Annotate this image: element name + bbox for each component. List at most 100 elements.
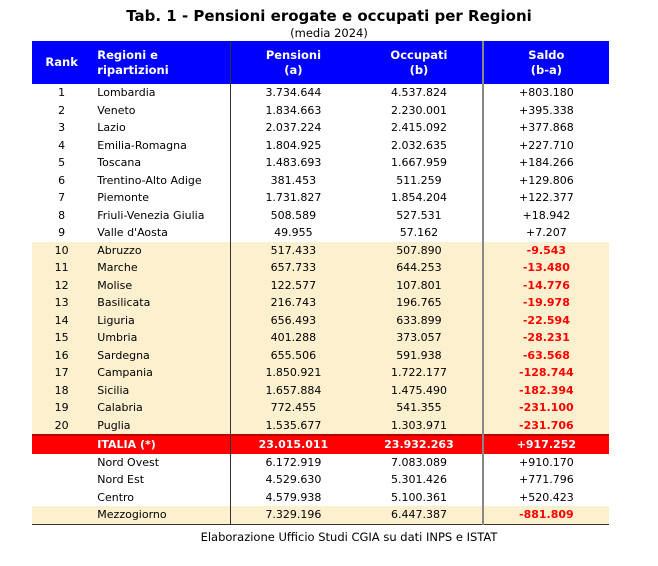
table-row: 10 Abruzzo 517.433 507.890 -9.543 <box>32 241 609 259</box>
pensions-table: Rank Regioni e ripartizioni Pensioni (a) O… <box>32 41 609 525</box>
occupati-cell: 591.938 <box>356 346 483 364</box>
header-occupati-line2: (b) <box>409 62 429 77</box>
region-cell: Trentino-Alto Adige <box>97 173 202 187</box>
pensioni-cell: 23.015.011 <box>229 434 357 454</box>
table-row: 11 Marche 657.733 644.253 -13.480 <box>32 259 609 277</box>
region-cell: Toscana <box>97 156 142 169</box>
header-occupati-line1: Occupati <box>390 47 448 62</box>
pensioni-cell: 401.288 <box>229 329 357 347</box>
table-row: 14 Liguria 656.493 633.899 -22.594 <box>32 311 609 329</box>
region-cell: Liguria <box>91 311 231 329</box>
occupati-cell: 5.100.361 <box>390 490 447 504</box>
table-row: 17 Campania 1.850.921 1.722.177 -128.744 <box>32 364 609 382</box>
region-cell: Lombardia <box>97 86 156 99</box>
area-row: Nord Ovest 6.172.919 7.083.089 +910.170 <box>32 453 609 472</box>
header-saldo-line2: (b-a) <box>530 62 562 77</box>
pensioni-cell: 4.579.938 <box>229 488 357 506</box>
occupati-cell: 5.301.426 <box>390 473 447 486</box>
rank-cell <box>32 506 92 525</box>
rank-cell: 18 <box>32 381 92 399</box>
table-row: 3 Lazio 2.037.224 2.415.092 +377.868 <box>32 119 609 137</box>
occupati-cell: 1.722.177 <box>356 364 483 382</box>
saldo-cell: -182.394 <box>481 381 609 399</box>
pensioni-cell: 7.329.196 <box>229 506 357 525</box>
saldo-cell: +18.942 <box>481 206 609 224</box>
pensioni-cell: 122.577 <box>229 276 357 294</box>
region-cell: Emilia-Romagna <box>97 138 187 152</box>
saldo-cell: -231.100 <box>481 399 609 417</box>
pensioni-cell: 508.589 <box>229 206 357 224</box>
rank-cell <box>32 471 91 489</box>
header-pensioni-line2: (a) <box>284 62 303 77</box>
table-row: 12 Molise 122.577 107.801 -14.776 <box>32 276 609 294</box>
occupati-cell: 541.355 <box>356 399 483 417</box>
table-row: 13 Basilicata 216.743 196.765 -19.978 <box>32 294 609 312</box>
pensioni-cell: 3.734.644 <box>229 84 357 102</box>
saldo-cell: -14.776 <box>481 276 609 294</box>
rank-cell: 10 <box>32 241 92 259</box>
pensioni-cell: 1.731.827 <box>229 189 357 207</box>
occupati-cell: 1.854.204 <box>390 191 447 204</box>
header-saldo: Saldo (b-a) <box>481 41 609 84</box>
saldo-cell: -881.809 <box>481 506 609 525</box>
rank-cell: 15 <box>32 329 92 347</box>
pensioni-cell: 1.535.677 <box>229 416 357 435</box>
header-region-line2: ripartizioni <box>97 62 169 77</box>
source-note: Elaborazione Ufficio Studi CGIA su dati … <box>200 530 498 544</box>
occupati-cell: 507.890 <box>356 241 483 259</box>
pensioni-cell: 656.493 <box>229 311 357 329</box>
area-row: Centro 4.579.938 5.100.361 +520.423 <box>32 488 609 506</box>
region-cell: Valle d'Aosta <box>97 226 168 239</box>
occupati-cell: 1.475.490 <box>356 381 483 399</box>
pensioni-cell: 657.733 <box>229 259 357 277</box>
saldo-cell: -231.706 <box>481 416 609 435</box>
saldo-cell: -128.744 <box>481 364 609 382</box>
table-row: 15 Umbria 401.288 373.057 -28.231 <box>32 329 609 347</box>
pensioni-cell: 381.453 <box>229 171 357 189</box>
header-occupati: Occupati (b) <box>356 41 483 84</box>
rank-cell: 17 <box>32 364 92 382</box>
saldo-cell: +520.423 <box>481 488 609 506</box>
area-row: Mezzogiorno 7.329.196 6.447.387 -881.809 <box>32 506 609 525</box>
region-cell: Puglia <box>91 416 231 435</box>
rank-cell <box>32 454 91 472</box>
header-saldo-line1: Saldo <box>528 47 565 62</box>
region-cell: Abruzzo <box>91 241 231 259</box>
occupati-cell: 2.415.092 <box>390 121 447 134</box>
pensioni-cell: 2.037.224 <box>229 119 357 137</box>
table-title: Tab. 1 - Pensioni erogate e occupati per… <box>126 7 532 25</box>
occupati-cell: 1.303.971 <box>356 416 483 435</box>
region-cell: Campania <box>91 364 231 382</box>
region-cell: Basilicata <box>91 294 231 312</box>
occupati-cell: 2.032.635 <box>390 138 447 152</box>
table-row: 19 Calabria 772.455 541.355 -231.100 <box>32 399 609 417</box>
saldo-cell: +910.170 <box>481 453 609 471</box>
rank-cell: 20 <box>32 416 92 435</box>
occupati-cell: 1.667.959 <box>390 156 447 169</box>
rank-cell: 4 <box>58 138 66 152</box>
region-cell: Sardegna <box>91 346 231 364</box>
rank-cell: 19 <box>32 399 92 417</box>
saldo-cell: -22.594 <box>481 311 609 329</box>
rank-cell: 8 <box>58 208 66 222</box>
rank-cell: 12 <box>32 276 92 294</box>
saldo-cell: +184.266 <box>481 154 609 172</box>
pensioni-cell: 517.433 <box>229 241 357 259</box>
saldo-cell: +7.207 <box>481 224 609 242</box>
total-row: ITALIA (*) 23.015.011 23.932.263 +917.252 <box>32 434 609 454</box>
region-cell: Veneto <box>97 103 136 117</box>
header-pensioni-line1: Pensioni <box>265 47 322 62</box>
region-cell: Calabria <box>91 399 231 417</box>
rank-cell: 5 <box>58 156 66 169</box>
region-cell: Friuli-Venezia Giulia <box>97 208 205 222</box>
occupati-cell: 57.162 <box>399 226 439 239</box>
region-cell: Piemonte <box>97 191 149 204</box>
saldo-cell: +129.806 <box>481 171 609 189</box>
pensioni-cell: 655.506 <box>229 346 357 364</box>
occupati-cell: 633.899 <box>356 311 483 329</box>
header-region: Regioni e ripartizioni <box>91 41 231 84</box>
region-cell: ITALIA (*) <box>91 434 231 454</box>
pensioni-cell: 6.172.919 <box>229 453 357 471</box>
rank-cell: 9 <box>58 226 66 239</box>
rank-cell: 13 <box>32 294 92 312</box>
